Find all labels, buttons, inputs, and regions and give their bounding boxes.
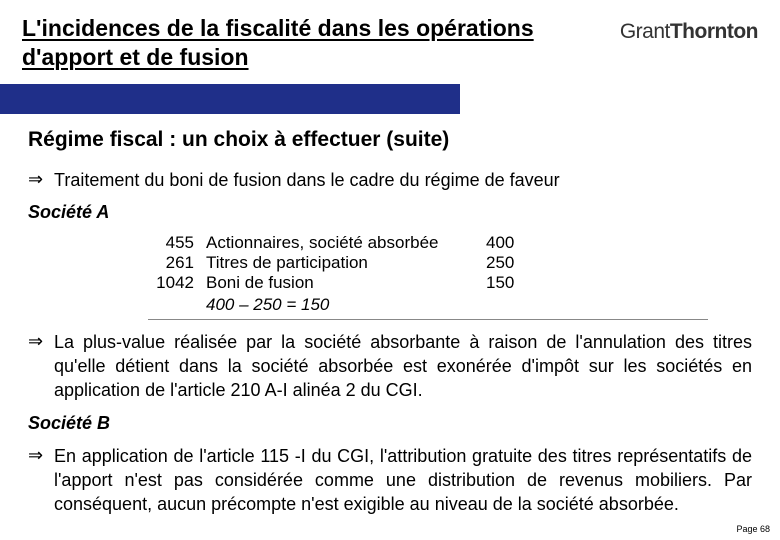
- arrow-icon: ⇒: [28, 330, 54, 353]
- table-row: 261 Titres de participation 250: [148, 253, 560, 273]
- logo-part-2: Thornton: [670, 20, 758, 43]
- cell-label: Titres de participation: [200, 253, 480, 273]
- logo-part-1: Grant: [620, 20, 670, 43]
- cell-right-num: 150: [480, 273, 560, 293]
- bullet-item: ⇒ Traitement du boni de fusion dans le c…: [28, 168, 752, 192]
- cell-left-num: 1042: [148, 273, 200, 293]
- grant-thornton-logo: GrantThornton: [620, 20, 758, 44]
- bullet-text-1: Traitement du boni de fusion dans le cad…: [54, 168, 560, 192]
- table-divider: [148, 319, 708, 320]
- societe-a-label: Société A: [28, 202, 752, 223]
- bullet-text-2: La plus-value réalisée par la société ab…: [54, 330, 752, 403]
- page-number: Page 68: [736, 524, 770, 534]
- cell-label: Actionnaires, société absorbée: [200, 233, 480, 253]
- cell-left-num: 261: [148, 253, 200, 273]
- bullet-item: ⇒ En application de l'article 115 -I du …: [28, 444, 752, 517]
- table-row: 455 Actionnaires, société absorbée 400: [148, 233, 560, 253]
- societe-b-label: Société B: [28, 413, 752, 434]
- document-title: L'incidences de la fiscalité dans les op…: [22, 14, 552, 72]
- accounting-table: 455 Actionnaires, société absorbée 400 2…: [148, 233, 752, 320]
- table-row: 1042 Boni de fusion 150: [148, 273, 560, 293]
- formula-text: 400 – 250 = 150: [200, 293, 480, 315]
- cell-right-num: 250: [480, 253, 560, 273]
- decorative-blue-bar: [0, 84, 460, 114]
- cell-label: Boni de fusion: [200, 273, 480, 293]
- bullet-text-3: En application de l'article 115 -I du CG…: [54, 444, 752, 517]
- cell-left-num: 455: [148, 233, 200, 253]
- table-formula-row: 400 – 250 = 150: [148, 293, 560, 315]
- arrow-icon: ⇒: [28, 168, 54, 191]
- bullet-item: ⇒ La plus-value réalisée par la société …: [28, 330, 752, 403]
- arrow-icon: ⇒: [28, 444, 54, 467]
- section-subheading: Régime fiscal : un choix à effectuer (su…: [28, 128, 752, 152]
- cell-right-num: 400: [480, 233, 560, 253]
